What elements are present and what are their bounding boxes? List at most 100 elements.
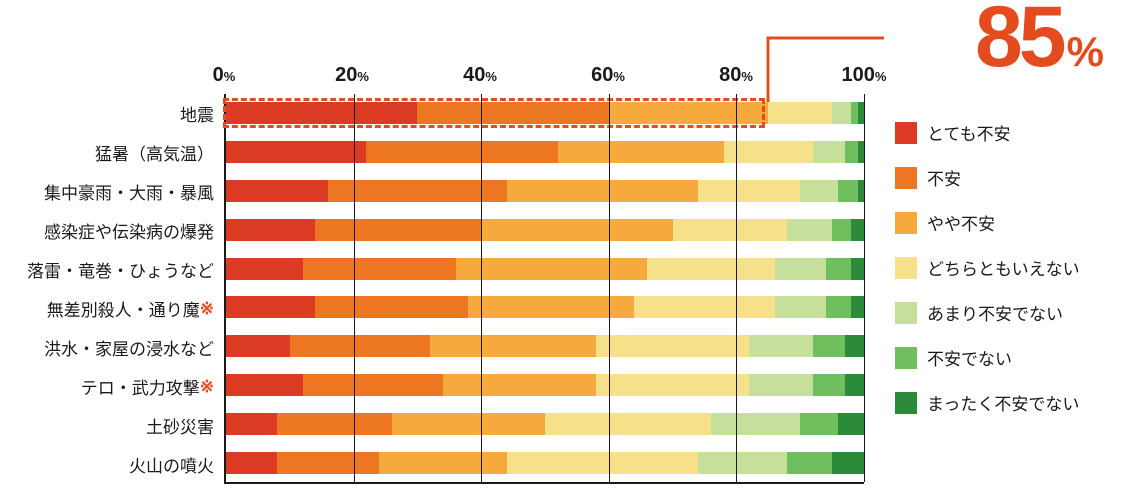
legend-label: どちらともいえない (927, 255, 1080, 280)
note-mark: ※ (200, 377, 214, 397)
bar-segment (711, 413, 800, 435)
x-axis: 0%20%40%60%80%100% (224, 64, 864, 88)
bar-row (226, 133, 864, 172)
stacked-bar (226, 258, 864, 280)
bar-segment (277, 452, 379, 474)
bar-segment (749, 335, 813, 357)
bar-segment (226, 374, 303, 396)
bar-segment (800, 413, 838, 435)
bar-segment (832, 219, 851, 241)
legend-swatch (895, 212, 917, 234)
stacked-bar (226, 141, 864, 163)
bar-segment (226, 452, 277, 474)
bar-row (226, 94, 864, 133)
bar-row (226, 210, 864, 249)
bar-segment (226, 180, 328, 202)
bar-segment (858, 180, 864, 202)
bar-segment (226, 413, 277, 435)
bar-segment (813, 374, 845, 396)
x-tick-40: 40% (463, 64, 497, 87)
bar-segment (673, 219, 788, 241)
bar-segment (226, 258, 303, 280)
bar-row (226, 366, 864, 405)
chart-container: 85 % 0%20%40%60%80%100% 地震猛暑（高気温）集中豪雨・大雨… (0, 0, 1140, 500)
bar-segment (596, 335, 749, 357)
x-tick-100: 100% (842, 64, 887, 87)
bar-segment (379, 452, 507, 474)
category-label: テロ・武力攻撃※ (0, 367, 214, 406)
legend-label: まったく不安でない (927, 390, 1079, 415)
bar-segment (545, 413, 711, 435)
bar-segment (634, 296, 774, 318)
bar-segment (858, 141, 864, 163)
stacked-bar (226, 296, 864, 318)
y-axis-labels: 地震猛暑（高気温）集中豪雨・大雨・暴風感染症や伝染病の爆発落雷・竜巻・ひょうなど… (0, 94, 214, 484)
stacked-bar (226, 374, 864, 396)
bar-row (226, 249, 864, 288)
legend-item: 不安でない (895, 345, 1080, 370)
bar-segment (558, 141, 724, 163)
category-label: 火山の噴火 (0, 445, 214, 484)
bar-segment (290, 335, 430, 357)
legend-item: あまり不安でない (895, 300, 1080, 325)
legend-label: あまり不安でない (927, 300, 1063, 325)
category-label: 洪水・家屋の浸水など (0, 328, 214, 367)
bar-segment (800, 180, 838, 202)
bar-segment (417, 102, 608, 124)
legend-label: とても不安 (927, 120, 1011, 145)
bar-segment (647, 258, 775, 280)
bar-segment (596, 374, 749, 396)
stacked-bar (226, 335, 864, 357)
bar-segment (277, 413, 392, 435)
x-tick-60: 60% (591, 64, 625, 87)
category-label: 無差別殺人・通り魔※ (0, 289, 214, 328)
bar-segment (315, 296, 468, 318)
bar-row (226, 404, 864, 443)
legend-swatch (895, 302, 917, 324)
bar-segment (787, 219, 832, 241)
bar-segment (226, 102, 417, 124)
bar-segment (851, 296, 864, 318)
bar-segment (303, 258, 456, 280)
bar-segment (443, 374, 596, 396)
bar-segment (698, 180, 800, 202)
category-label: 猛暑（高気温） (0, 133, 214, 172)
bar-segment (328, 180, 507, 202)
callout-value: 85 (975, 0, 1063, 80)
legend: とても不安不安やや不安どちらともいえないあまり不安でない不安でないまったく不安で… (895, 120, 1080, 415)
bar-segment (826, 258, 852, 280)
plot-area (224, 94, 864, 484)
legend-swatch (895, 122, 917, 144)
legend-label: 不安でない (927, 345, 1012, 370)
category-label: 落雷・竜巻・ひょうなど (0, 250, 214, 289)
bar-segment (851, 258, 864, 280)
legend-label: 不安 (927, 165, 961, 190)
callout-85-percent: 85 % (975, 0, 1104, 80)
bar-segment (775, 296, 826, 318)
stacked-bar (226, 102, 864, 124)
bar-segment (851, 219, 864, 241)
legend-label: やや不安 (927, 210, 995, 235)
gridline-80 (736, 94, 737, 482)
bar-segment (826, 296, 852, 318)
x-tick-0: 0% (213, 64, 236, 87)
legend-swatch (895, 347, 917, 369)
bar-segment (838, 413, 864, 435)
bar-segment (392, 413, 545, 435)
legend-item: とても不安 (895, 120, 1080, 145)
bar-row (226, 443, 864, 482)
bar-segment (507, 452, 698, 474)
bar-segment (698, 452, 787, 474)
bar-segment (813, 335, 845, 357)
legend-item: どちらともいえない (895, 255, 1080, 280)
gridline-100 (864, 94, 865, 482)
category-label: 地震 (0, 94, 214, 133)
note-mark: ※ (200, 299, 214, 319)
category-label: 感染症や伝染病の爆発 (0, 211, 214, 250)
bar-segment (832, 452, 864, 474)
bar-segment (832, 102, 851, 124)
category-label: 土砂災害 (0, 406, 214, 445)
bar-segment (456, 258, 647, 280)
stacked-bar (226, 452, 864, 474)
legend-swatch (895, 167, 917, 189)
